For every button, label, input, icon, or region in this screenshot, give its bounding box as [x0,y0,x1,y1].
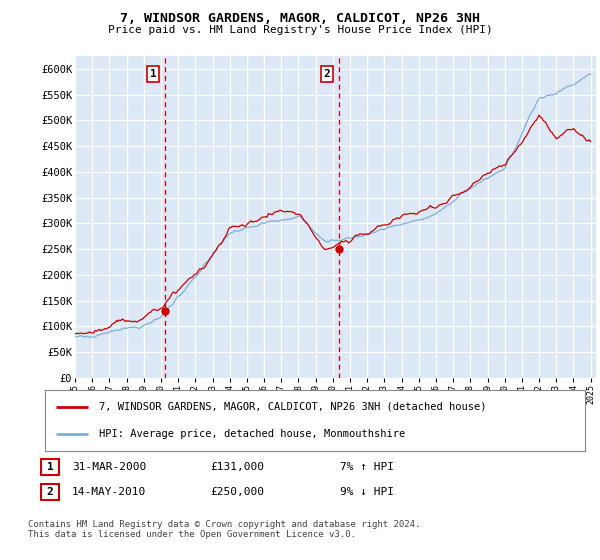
Text: 2: 2 [324,69,331,79]
Text: 7, WINDSOR GARDENS, MAGOR, CALDICOT, NP26 3NH (detached house): 7, WINDSOR GARDENS, MAGOR, CALDICOT, NP2… [99,402,487,412]
Text: 2: 2 [47,487,53,497]
FancyBboxPatch shape [41,484,59,500]
Text: Price paid vs. HM Land Registry's House Price Index (HPI): Price paid vs. HM Land Registry's House … [107,25,493,35]
Text: £131,000: £131,000 [210,462,264,472]
Text: £250,000: £250,000 [210,487,264,497]
Text: Contains HM Land Registry data © Crown copyright and database right 2024.
This d: Contains HM Land Registry data © Crown c… [28,520,421,539]
Text: HPI: Average price, detached house, Monmouthshire: HPI: Average price, detached house, Monm… [99,430,405,440]
Text: 9% ↓ HPI: 9% ↓ HPI [340,487,394,497]
Text: 7, WINDSOR GARDENS, MAGOR, CALDICOT, NP26 3NH: 7, WINDSOR GARDENS, MAGOR, CALDICOT, NP2… [120,12,480,25]
Text: 31-MAR-2000: 31-MAR-2000 [72,462,146,472]
Text: 1: 1 [150,69,157,79]
Text: 14-MAY-2010: 14-MAY-2010 [72,487,146,497]
Text: 1: 1 [47,462,53,472]
FancyBboxPatch shape [41,459,59,475]
Text: 7% ↑ HPI: 7% ↑ HPI [340,462,394,472]
